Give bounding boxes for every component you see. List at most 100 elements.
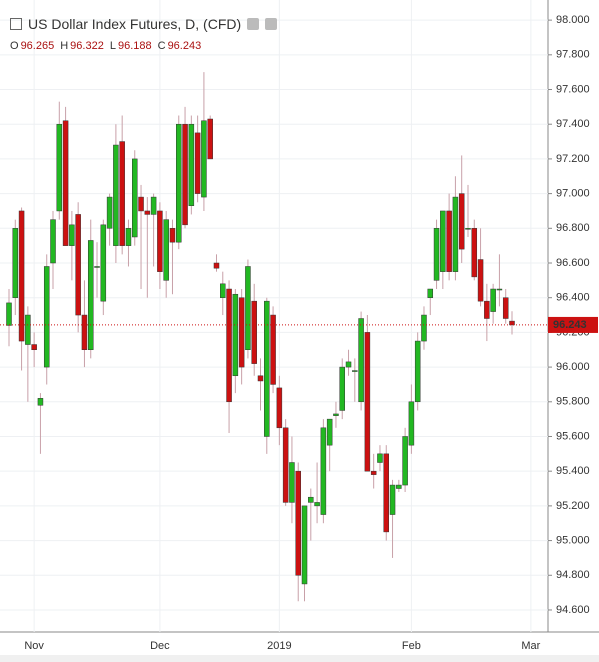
candle-body bbox=[12, 228, 19, 298]
last-price-box bbox=[548, 316, 598, 333]
candle-body bbox=[308, 496, 314, 503]
candle-body bbox=[314, 502, 320, 507]
settings-icon[interactable] bbox=[247, 18, 260, 30]
candle-body bbox=[270, 314, 276, 385]
y-tick-label: 97.600 bbox=[556, 83, 590, 95]
candle-body bbox=[81, 314, 88, 350]
candle-body bbox=[119, 141, 125, 246]
ohlc-header: O 96.265 H 96.322 L 96.188 C 96.243 bbox=[10, 40, 201, 52]
candle-body bbox=[150, 196, 157, 215]
candle-body bbox=[276, 387, 283, 429]
candle-body bbox=[43, 266, 50, 368]
candle-body bbox=[18, 210, 25, 342]
candle-body bbox=[358, 318, 364, 403]
candle-body bbox=[157, 210, 163, 272]
candle-body bbox=[100, 224, 107, 302]
candle-body bbox=[232, 293, 239, 377]
gear-icon[interactable] bbox=[265, 18, 278, 30]
candle-body bbox=[471, 228, 478, 278]
candle-body bbox=[257, 375, 264, 382]
candle-body bbox=[213, 262, 220, 269]
candle-body bbox=[75, 214, 81, 316]
candle-body bbox=[377, 453, 383, 463]
candle-body bbox=[125, 228, 132, 246]
ohlc-item: C 96.243 bbox=[158, 40, 202, 52]
candle-body bbox=[132, 158, 138, 238]
candle-body bbox=[345, 361, 352, 368]
y-tick-label: 95.800 bbox=[556, 396, 590, 408]
ohlc-value: 96.265 bbox=[20, 40, 55, 52]
candle-body bbox=[333, 413, 339, 416]
candle-body bbox=[56, 123, 63, 212]
candle-body bbox=[106, 196, 113, 229]
ohlc-value: 96.322 bbox=[70, 40, 104, 52]
candle-body bbox=[502, 297, 509, 319]
y-tick-label: 97.400 bbox=[556, 118, 590, 130]
candle-body bbox=[402, 436, 408, 486]
y-tick-label: 97.200 bbox=[556, 153, 590, 165]
ohlc-label: L bbox=[109, 40, 116, 52]
candle-body bbox=[370, 470, 377, 475]
candle-body bbox=[446, 210, 452, 272]
ohlc-label: H bbox=[60, 40, 69, 52]
candle-body bbox=[207, 118, 213, 160]
candle-body bbox=[201, 120, 207, 198]
ohlc-label: O bbox=[10, 40, 19, 52]
candle-body bbox=[289, 462, 295, 503]
y-tick-label: 96.600 bbox=[556, 257, 590, 269]
candle-body bbox=[169, 228, 176, 243]
last-price-label: 96.243 bbox=[553, 319, 587, 331]
candle-body bbox=[339, 366, 345, 411]
candle-body bbox=[326, 418, 333, 446]
candle-body bbox=[509, 320, 515, 326]
candle-body bbox=[408, 401, 415, 446]
ohlc-item: H 96.322 bbox=[60, 40, 104, 52]
candle-body bbox=[69, 224, 75, 246]
y-tick-label: 95.200 bbox=[556, 500, 590, 512]
candle-body bbox=[251, 300, 257, 364]
candle-body bbox=[194, 132, 201, 194]
y-tick-label: 96.400 bbox=[556, 292, 590, 304]
toolbar bbox=[0, 655, 599, 662]
candle-body bbox=[396, 484, 402, 489]
y-tick-label: 95.000 bbox=[556, 534, 590, 546]
candle-body bbox=[477, 259, 484, 302]
candle-body bbox=[484, 300, 490, 319]
x-tick-label: Dec bbox=[150, 640, 170, 652]
y-tick-label: 94.600 bbox=[556, 604, 590, 616]
candle-body bbox=[452, 196, 459, 272]
candle-body bbox=[264, 300, 270, 437]
y-tick-label: 97.800 bbox=[556, 49, 590, 61]
y-tick-label: 95.600 bbox=[556, 430, 590, 442]
chart-title: US Dollar Index Futures, D, (CFD) bbox=[28, 16, 242, 32]
candle-body bbox=[427, 288, 434, 298]
candle-body bbox=[182, 123, 188, 226]
x-tick-label: Mar bbox=[521, 640, 540, 652]
candle-body bbox=[238, 297, 245, 368]
x-tick-label: Feb bbox=[402, 640, 421, 652]
candle-body bbox=[490, 288, 496, 312]
candle-body bbox=[433, 228, 440, 281]
candle-body bbox=[50, 219, 56, 264]
collapse-icon[interactable] bbox=[10, 18, 22, 30]
candle-body bbox=[496, 288, 503, 291]
candle-body bbox=[31, 344, 37, 350]
ohlc-value: 96.243 bbox=[167, 40, 202, 52]
candle-body bbox=[282, 427, 289, 503]
header: US Dollar Index Futures, D, (CFD) bbox=[10, 16, 278, 32]
candle-body bbox=[62, 120, 69, 246]
y-tick-label: 97.000 bbox=[556, 188, 590, 200]
candle-body bbox=[163, 219, 169, 281]
candle-body bbox=[113, 144, 119, 246]
candle-body bbox=[440, 210, 446, 272]
candle-body bbox=[220, 283, 226, 298]
candle-body bbox=[245, 266, 251, 350]
candle-body bbox=[37, 398, 44, 406]
candle-body bbox=[176, 123, 182, 243]
candle-body bbox=[87, 240, 94, 350]
y-tick-label: 96.000 bbox=[556, 361, 590, 373]
candle-body bbox=[295, 470, 301, 576]
candle-body bbox=[25, 314, 31, 345]
candle-body bbox=[144, 210, 151, 215]
